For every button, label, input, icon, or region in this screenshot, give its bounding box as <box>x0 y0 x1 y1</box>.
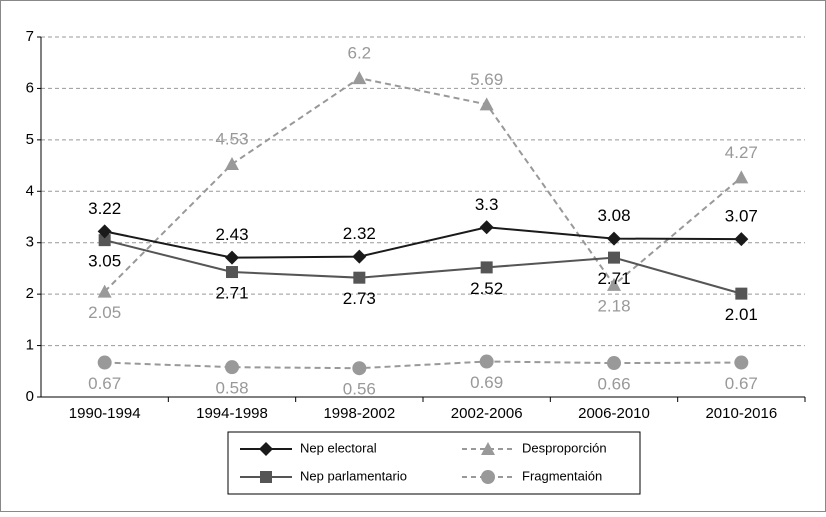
point-marker <box>607 277 621 291</box>
legend-marker <box>260 471 272 483</box>
y-tick-label: 2 <box>26 285 34 302</box>
y-tick-label: 0 <box>26 388 34 405</box>
legend-label: Nep electoral <box>300 440 377 455</box>
data-label: 6.2 <box>348 44 372 63</box>
data-label: 2.01 <box>725 305 758 324</box>
point-marker <box>97 355 112 370</box>
data-label: 3.3 <box>475 195 499 214</box>
point-marker <box>607 356 621 371</box>
point-marker <box>97 284 112 298</box>
legend-label: Fragmentaión <box>522 468 602 483</box>
point-marker <box>734 355 749 370</box>
y-tick-label: 5 <box>26 131 34 148</box>
data-label: 2.05 <box>88 303 121 322</box>
x-tick-label: 2006-2010 <box>578 405 650 422</box>
x-tick-label: 2010-2016 <box>705 405 777 422</box>
data-label: 2.71 <box>597 269 630 288</box>
y-tick-label: 7 <box>26 28 34 45</box>
point-marker <box>480 261 493 274</box>
data-label: 0.66 <box>597 375 630 394</box>
data-label: 5.69 <box>470 70 503 89</box>
point-marker <box>226 266 238 279</box>
point-marker <box>97 224 112 239</box>
point-marker <box>352 361 367 376</box>
data-label: 2.43 <box>215 225 248 244</box>
data-label: 2.18 <box>597 296 630 315</box>
series-line <box>103 77 742 293</box>
series-line <box>104 226 742 259</box>
x-tick-label: 1998-2002 <box>323 405 395 422</box>
data-label: 3.22 <box>88 199 121 218</box>
data-label: 0.69 <box>470 373 503 392</box>
data-label: 3.08 <box>597 206 630 225</box>
series-line <box>104 239 742 295</box>
legend-box <box>227 431 641 495</box>
point-marker <box>734 170 749 184</box>
point-marker <box>479 97 494 111</box>
x-tick-label: 1994-1998 <box>196 405 268 422</box>
data-label: 0.67 <box>725 374 758 393</box>
x-tick-label: 2002-2006 <box>451 405 523 422</box>
point-marker <box>98 234 111 247</box>
data-label: 2.52 <box>470 279 503 298</box>
y-tick-label: 6 <box>26 79 34 96</box>
y-tick-label: 3 <box>26 234 34 251</box>
point-marker <box>607 231 621 246</box>
point-marker <box>225 157 239 171</box>
data-label: 0.58 <box>215 379 248 398</box>
point-marker <box>479 354 494 369</box>
y-tick-label: 1 <box>26 337 34 354</box>
data-label: 0.56 <box>343 380 376 399</box>
data-label: 0.67 <box>88 374 121 393</box>
point-marker <box>352 71 367 85</box>
legend-marker <box>481 442 495 455</box>
legend-marker <box>481 470 495 484</box>
data-label: 2.32 <box>343 224 376 243</box>
point-marker <box>225 250 239 265</box>
legend-label: Nep parlamentario <box>300 468 407 483</box>
data-label: 3.05 <box>88 252 121 271</box>
data-label: 4.53 <box>215 130 248 149</box>
legend-marker <box>259 442 273 456</box>
point-marker <box>352 249 367 264</box>
data-label: 2.71 <box>215 284 248 303</box>
point-marker <box>225 360 239 375</box>
legend-label: Desproporción <box>522 440 607 455</box>
point-marker <box>608 251 620 264</box>
data-label: 2.73 <box>343 289 376 308</box>
data-label: 3.07 <box>725 207 758 226</box>
point-marker <box>353 271 366 284</box>
series-line <box>104 360 742 370</box>
point-marker <box>734 232 749 247</box>
data-label: 4.27 <box>725 143 758 162</box>
y-tick-label: 4 <box>26 182 34 199</box>
x-tick-label: 1990-1994 <box>69 405 141 422</box>
point-marker <box>479 220 494 235</box>
point-marker <box>735 287 748 300</box>
